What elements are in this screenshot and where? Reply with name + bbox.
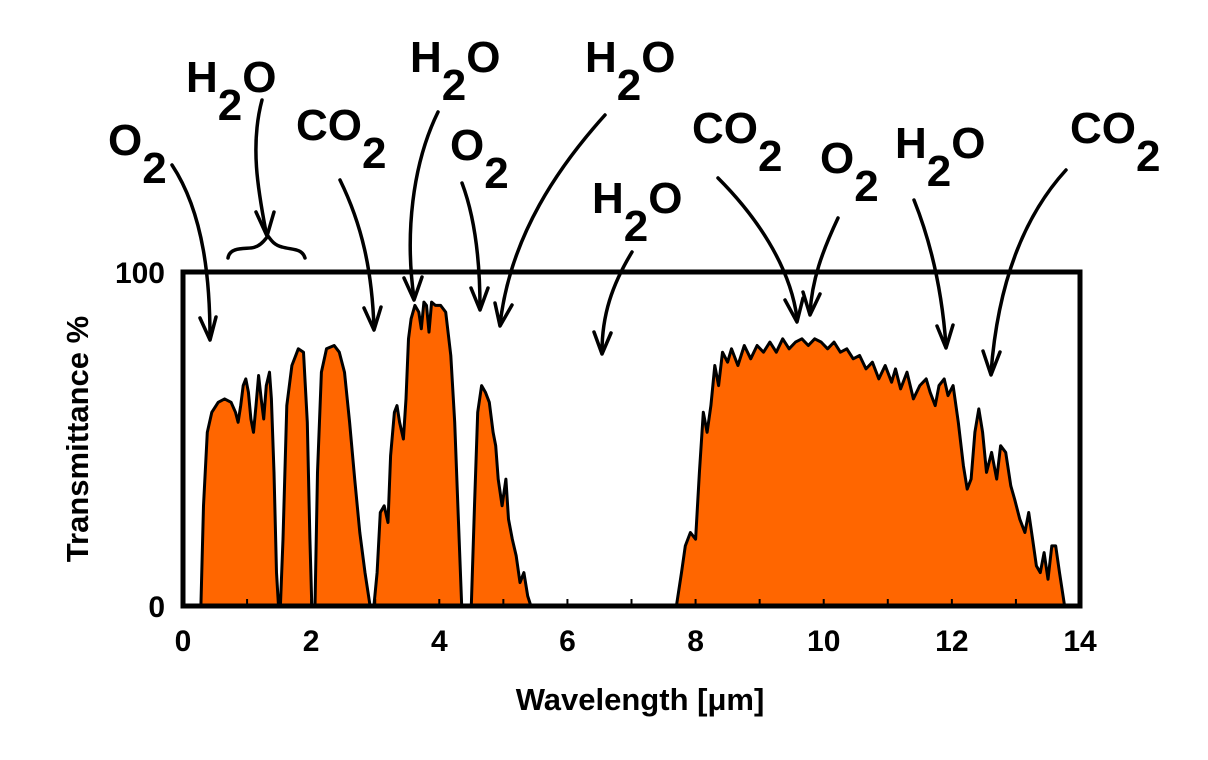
arrow-co2-2 bbox=[716, 176, 805, 324]
label-main: H bbox=[592, 174, 624, 223]
arrow-h2o-1 bbox=[254, 98, 276, 238]
label-co2-2: CO2 bbox=[692, 104, 782, 181]
arrow-h2o-4 bbox=[592, 250, 634, 356]
label-o2-1: O2 bbox=[108, 116, 167, 193]
label-subscript: 2 bbox=[854, 162, 878, 211]
label-subscript: 2 bbox=[442, 61, 466, 110]
label-tail: O bbox=[242, 53, 276, 102]
label-h2o-4: H2O bbox=[592, 174, 683, 251]
arrow-o2-2 bbox=[460, 181, 490, 312]
x-tick-label: 0 bbox=[175, 625, 192, 658]
label-h2o-3: H2O bbox=[585, 33, 676, 110]
annotation-arrows bbox=[170, 98, 1068, 377]
label-subscript: 2 bbox=[624, 202, 648, 251]
y-axis-title: Transmittance % bbox=[60, 316, 95, 562]
y-tick-label: 0 bbox=[148, 591, 165, 624]
label-tail: O bbox=[466, 33, 500, 82]
y-ticks: 0 100 bbox=[115, 257, 165, 624]
x-axis-title: Wavelength [μm] bbox=[516, 682, 765, 717]
label-main: CO bbox=[1070, 104, 1136, 153]
label-h2o-5: H2O bbox=[895, 119, 986, 196]
x-tick-label: 8 bbox=[687, 625, 704, 658]
label-subscript: 2 bbox=[758, 132, 782, 181]
gas-labels: O2 H2O CO2 H2O O2 H2O H2O CO2 O2 H2O CO2 bbox=[108, 33, 1160, 251]
label-main: H bbox=[186, 53, 218, 102]
transmittance-series bbox=[183, 300, 1067, 606]
arrow-h2o-3 bbox=[493, 113, 607, 328]
label-tail: O bbox=[648, 174, 682, 223]
label-main: CO bbox=[692, 104, 758, 153]
label-main: O bbox=[108, 116, 142, 165]
label-main: O bbox=[450, 121, 484, 170]
arrow-co2-3 bbox=[981, 168, 1068, 377]
brace-h2o-1 bbox=[226, 234, 307, 260]
label-h2o-1: H2O bbox=[186, 53, 277, 130]
label-o2-3: O2 bbox=[820, 134, 879, 211]
arrow-o2-1 bbox=[170, 163, 218, 342]
label-tail: O bbox=[951, 119, 985, 168]
label-subscript: 2 bbox=[927, 147, 951, 196]
label-subscript: 2 bbox=[142, 144, 166, 193]
label-co2-1: CO2 bbox=[296, 101, 386, 178]
x-tick-label: 12 bbox=[935, 625, 968, 658]
x-ticks: 0 2 4 6 8 10 12 14 bbox=[175, 599, 1097, 658]
transmittance-area-0 bbox=[183, 300, 1067, 606]
x-tick-label: 6 bbox=[559, 625, 576, 658]
label-subscript: 2 bbox=[1136, 132, 1160, 181]
label-subscript: 2 bbox=[362, 129, 386, 178]
label-subscript: 2 bbox=[617, 61, 641, 110]
arrow-o2-3 bbox=[801, 216, 840, 317]
arrow-co2-1 bbox=[338, 178, 383, 332]
label-main: H bbox=[895, 119, 927, 168]
x-tick-label: 14 bbox=[1063, 625, 1097, 658]
label-h2o-2: H2O bbox=[410, 33, 501, 110]
label-co2-3: CO2 bbox=[1070, 104, 1160, 181]
label-main: H bbox=[410, 33, 442, 82]
arrow-h2o-2 bbox=[402, 110, 440, 302]
x-tick-label: 2 bbox=[303, 625, 320, 658]
label-o2-2: O2 bbox=[450, 121, 509, 198]
label-main: H bbox=[585, 33, 617, 82]
x-tick-label: 4 bbox=[431, 625, 448, 658]
label-main: CO bbox=[296, 101, 362, 150]
arrow-h2o-5 bbox=[912, 198, 955, 350]
x-tick-label: 10 bbox=[807, 625, 840, 658]
label-main: O bbox=[820, 134, 854, 183]
label-subscript: 2 bbox=[218, 81, 242, 130]
y-tick-label: 100 bbox=[115, 257, 165, 290]
label-subscript: 2 bbox=[484, 149, 508, 198]
label-tail: O bbox=[641, 33, 675, 82]
